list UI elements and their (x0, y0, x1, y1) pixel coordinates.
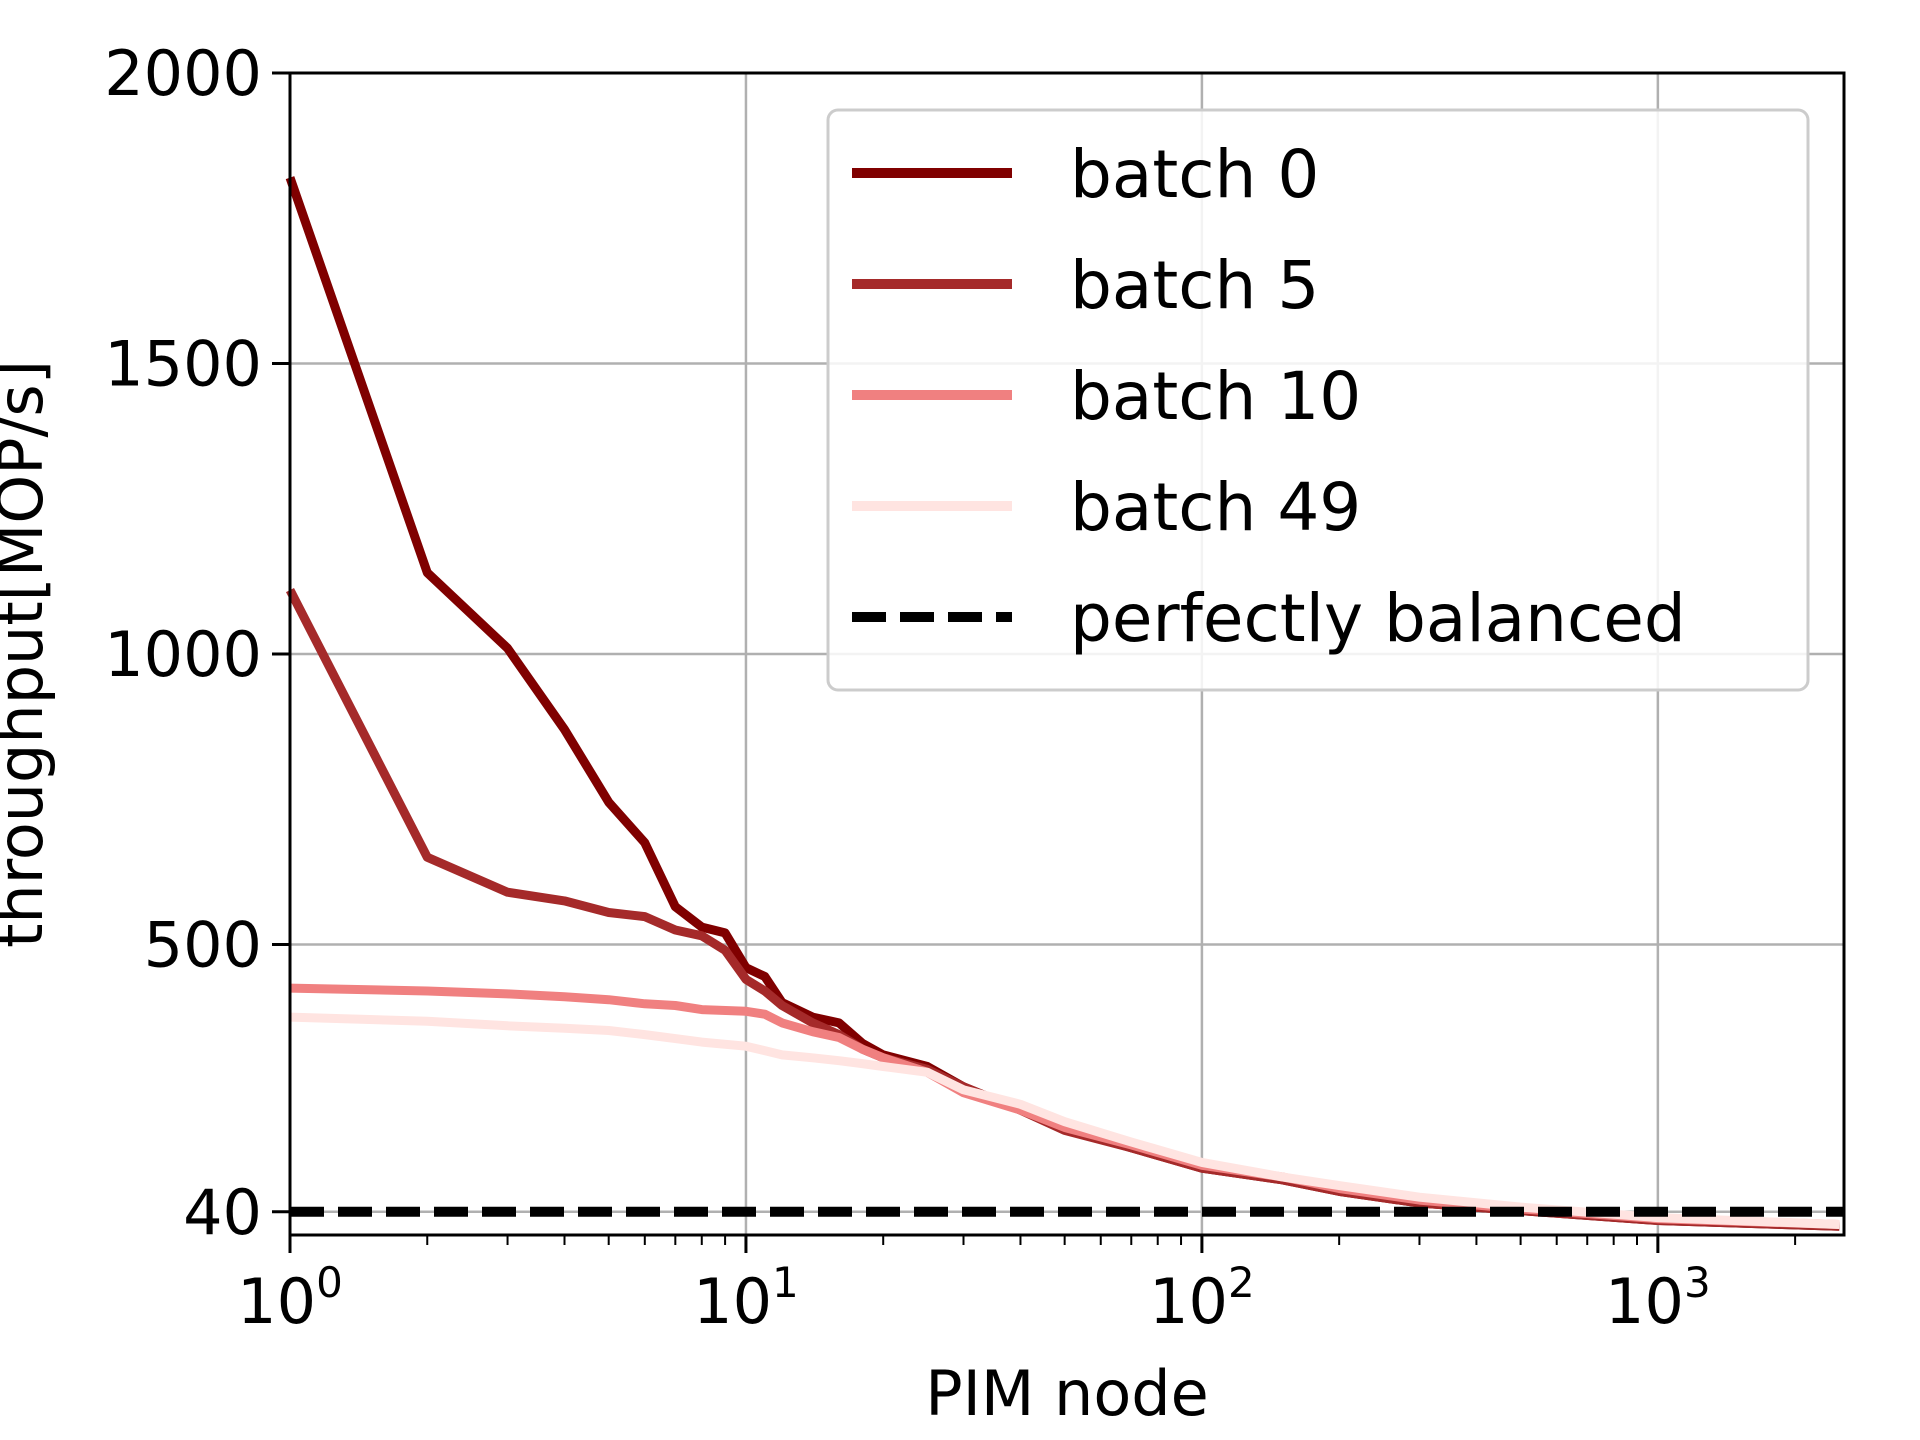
y-tick-label: 1500 (104, 328, 262, 401)
legend-label-4: perfectly balanced (1070, 580, 1686, 657)
legend-label-0: batch 0 (1070, 136, 1319, 213)
series-line-3 (289, 1012, 1840, 1229)
legend-label-2: batch 10 (1070, 358, 1361, 435)
y-tick-label: 2000 (104, 37, 262, 110)
y-tick-label: 500 (144, 909, 262, 982)
x-tick-label: 101 (693, 1258, 799, 1338)
y-tick-label: 40 (183, 1176, 262, 1249)
x-axis-label: PIM node (925, 1357, 1209, 1430)
legend-label-3: batch 49 (1070, 469, 1361, 546)
x-tick-label: 100 (237, 1258, 343, 1338)
y-tick-label: 1000 (104, 618, 262, 691)
axis-ticks: 100 101 102 103 40 500 1000 1500 2000 (104, 37, 1797, 1338)
x-tick-label: 103 (1605, 1258, 1711, 1338)
series-lines (285, 176, 1844, 1231)
y-axis-label: throughput[MOP/s] (0, 360, 57, 948)
x-tick-label: 102 (1149, 1258, 1255, 1338)
legend: batch 0 batch 5 batch 10 batch 49 perfectly … (826, 108, 1810, 692)
legend-label-1: batch 5 (1070, 247, 1319, 324)
legend-box (826, 108, 1810, 692)
